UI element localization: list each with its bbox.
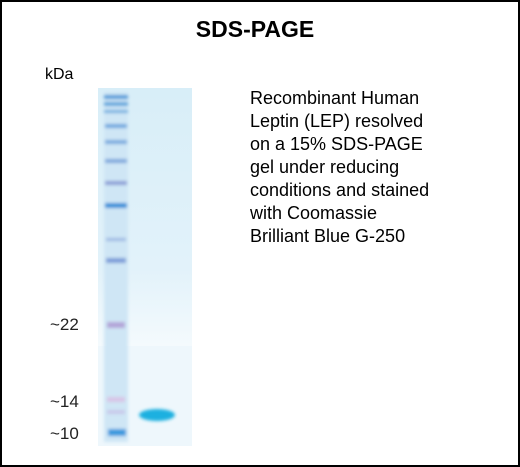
ladder-lane — [104, 92, 128, 442]
description-line: Brilliant Blue G-250 — [250, 226, 405, 246]
description: Recombinant Human Leptin (LEP) resolved on… — [249, 88, 429, 246]
description-line: conditions and stained — [250, 180, 429, 200]
description-line: gel under reducing — [250, 157, 399, 177]
description-line: Leptin (LEP) resolved — [250, 111, 423, 131]
protein-band — [139, 409, 175, 421]
description-line: on a 15% SDS-PAGE — [250, 134, 423, 154]
marker-label: ~10 — [50, 424, 79, 443]
unit-label: kDa — [45, 66, 74, 83]
marker-label: ~14 — [50, 392, 79, 411]
title: SDS-PAGE — [196, 16, 314, 42]
marker-label: ~22 — [50, 315, 79, 334]
description-line: Recombinant Human — [250, 88, 419, 108]
description-line: with Coomassie — [249, 203, 377, 223]
